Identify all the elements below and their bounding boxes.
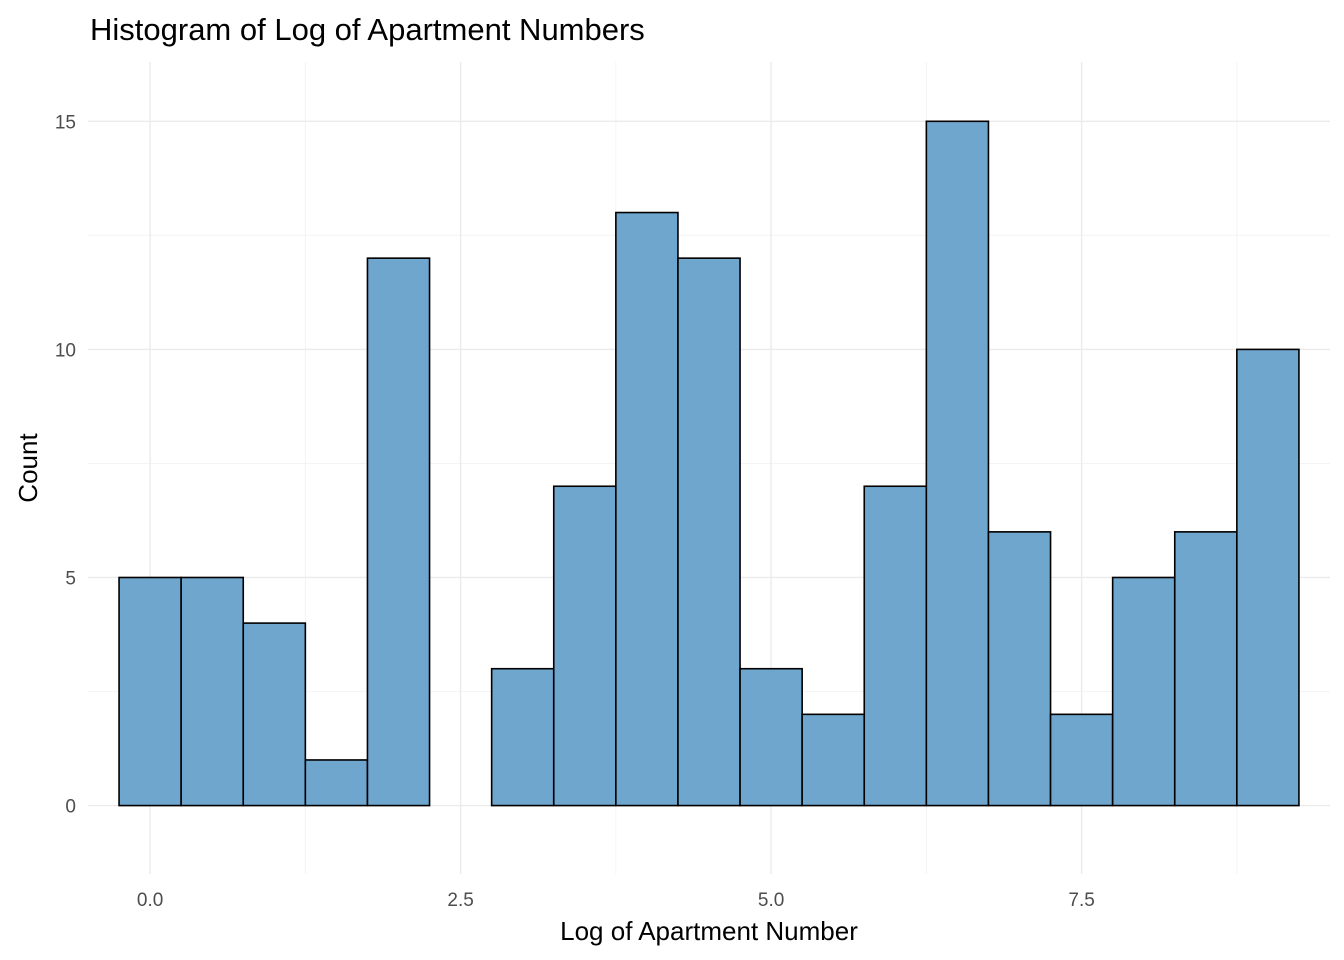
y-tick-label: 5 [65,568,76,589]
histogram-bar [118,576,182,807]
y-tick-label: 10 [55,340,76,361]
histogram-bar [1111,576,1176,807]
y-tick-label: 0 [65,797,76,818]
histogram-bar [552,485,617,807]
histogram-bar [801,713,866,807]
y-axis-title: Count [13,433,43,503]
histogram-bar [615,211,679,807]
histogram-bar [490,667,555,807]
histogram-bar [739,667,803,807]
x-axis-ticks: 0.0 2.5 5.0 7.5 [137,890,1095,911]
histogram-bar [242,622,307,807]
histogram-bar [925,120,990,807]
histogram-bar [1049,713,1114,807]
histogram-bar [366,257,431,807]
histogram-bar [863,485,928,807]
x-tick-label: 0.0 [137,890,163,911]
histogram-bar [987,531,1052,807]
chart-title: Histogram of Log of Apartment Numbers [90,12,645,47]
x-tick-label: 7.5 [1068,890,1094,911]
x-tick-label: 2.5 [447,890,473,911]
histogram-bar [677,257,741,807]
histogram-bars [118,120,1300,807]
y-tick-label: 15 [55,112,76,133]
x-tick-label: 5.0 [758,890,784,911]
histogram-bar [180,576,245,807]
x-axis-title: Log of Apartment Number [560,916,858,946]
histogram-bar [1173,531,1238,807]
y-axis-ticks: 0 5 10 15 [55,112,76,817]
histogram-bar [304,759,369,807]
histogram-bar [1236,348,1300,807]
